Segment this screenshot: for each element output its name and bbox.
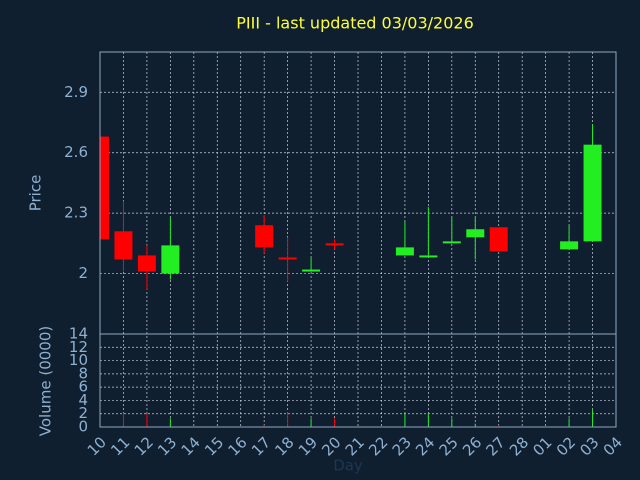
candle-body (255, 225, 274, 248)
candle-body (325, 243, 344, 246)
y-tick-label: 2.6 (64, 143, 88, 161)
candle-body (466, 229, 485, 238)
candle-body (100, 136, 109, 240)
x-axis-label: Day (333, 457, 363, 475)
chart-title: PIII - last updated 03/03/2026 (236, 14, 474, 33)
candle-body (442, 241, 461, 244)
candle-body (560, 241, 579, 250)
y-tick-label: 2.9 (64, 83, 88, 101)
volume-tick-label: 10 (69, 351, 88, 369)
plot-frame (99, 51, 617, 428)
candle-body (161, 245, 180, 274)
y-tick-label: 2.3 (64, 204, 88, 222)
volume-axis-label: Volume (0000) (37, 326, 55, 436)
volume-tick-label: 12 (69, 338, 88, 356)
candle-body (114, 231, 133, 260)
volume-tick-label: 2 (78, 404, 88, 422)
volume-tick-label: 6 (78, 378, 88, 396)
candle-body (419, 255, 438, 258)
candle-body (278, 257, 297, 260)
y-tick-label: 2 (78, 264, 88, 282)
volume-tick-label: 8 (78, 364, 88, 382)
volume-tick-label: 0 (78, 418, 88, 436)
price-marks (100, 124, 602, 290)
volume-tick-label: 4 (78, 391, 88, 409)
candle-body (489, 227, 508, 252)
candle-body (302, 269, 321, 272)
candle-body (137, 255, 156, 272)
y-axis-label: Price (27, 175, 45, 212)
candle-body (395, 247, 414, 256)
candle-body (583, 144, 602, 242)
volume-tick-label: 14 (69, 325, 88, 343)
